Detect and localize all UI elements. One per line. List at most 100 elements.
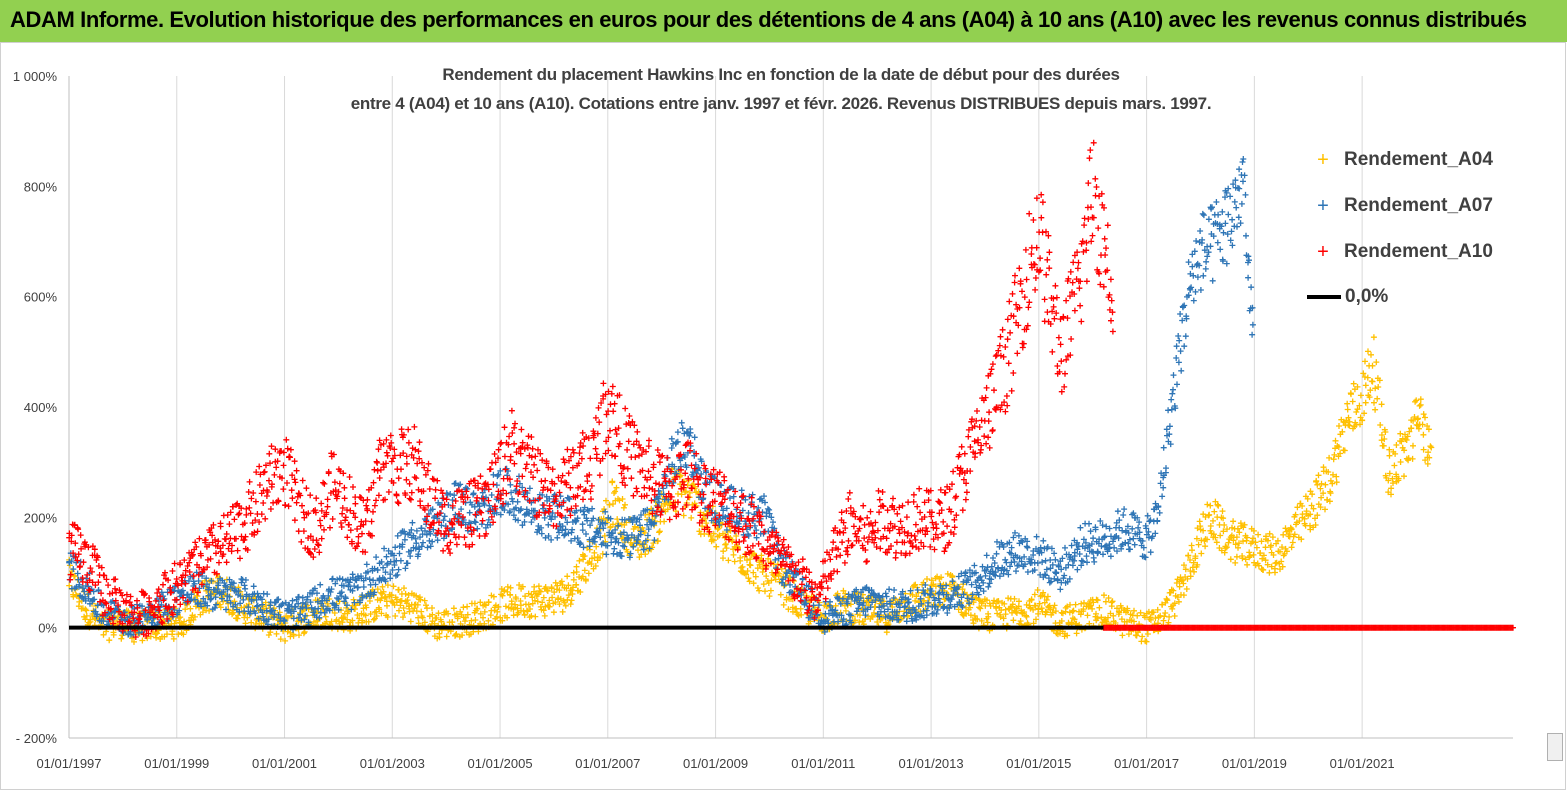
- data-point: [782, 581, 789, 588]
- data-point: [1197, 228, 1204, 234]
- data-point: [324, 496, 331, 503]
- data-point: [578, 455, 585, 462]
- data-point: [438, 618, 445, 625]
- data-point: [1249, 321, 1256, 328]
- data-point: [603, 497, 609, 504]
- data-point: [1121, 506, 1128, 513]
- data-point: [626, 413, 633, 419]
- data-point: [528, 591, 535, 598]
- data-point: [454, 615, 461, 622]
- data-point: [316, 549, 323, 556]
- data-point: [1175, 333, 1182, 339]
- data-point: [1043, 609, 1050, 616]
- x-tick-label: 01/01/2017: [1114, 756, 1179, 771]
- data-point: [1371, 399, 1377, 406]
- data-point: [1410, 442, 1416, 449]
- data-point: [1171, 613, 1178, 619]
- data-point: [238, 576, 245, 582]
- data-point: [404, 597, 411, 604]
- data-point: [1176, 337, 1183, 344]
- data-point: [1314, 481, 1321, 488]
- data-point: [490, 481, 497, 488]
- data-point: [756, 561, 763, 568]
- data-point: [622, 405, 629, 412]
- data-point: [105, 582, 112, 589]
- data-point: [114, 618, 120, 624]
- data-point: [488, 492, 495, 498]
- data-point: [1289, 539, 1296, 546]
- data-point: [371, 466, 378, 473]
- data-point: [1144, 512, 1151, 519]
- data-point: [295, 528, 302, 535]
- data-point: [478, 521, 485, 528]
- data-point: [568, 597, 575, 604]
- x-tick-label: 01/01/2009: [683, 756, 748, 771]
- data-point: [869, 614, 876, 620]
- data-point: [411, 423, 418, 430]
- data-point: [841, 595, 848, 601]
- x-tick-label: 01/01/1997: [36, 756, 101, 771]
- data-point: [738, 564, 745, 571]
- data-point: [516, 582, 523, 588]
- data-point: [1233, 204, 1240, 211]
- data-point: [565, 470, 572, 477]
- data-point: [1180, 592, 1187, 599]
- data-point: [180, 631, 187, 638]
- data-point: [657, 511, 664, 518]
- data-point: [798, 581, 805, 588]
- data-point: [370, 616, 377, 623]
- data-point: [175, 631, 182, 638]
- data-point: [970, 620, 977, 627]
- data-point: [1131, 618, 1137, 625]
- data-point: [1072, 601, 1079, 608]
- data-point: [196, 535, 203, 542]
- data-point: [495, 446, 502, 453]
- data-point: [235, 511, 242, 518]
- y-tick-label: 1 000%: [13, 69, 58, 84]
- data-point: [1070, 607, 1077, 614]
- data-point: [266, 450, 273, 457]
- data-point: [576, 557, 583, 564]
- data-point: [267, 506, 274, 512]
- data-point: [284, 614, 291, 621]
- data-point: [317, 517, 323, 524]
- data-point: [528, 469, 534, 476]
- data-point: [654, 447, 661, 453]
- data-point: [632, 454, 639, 461]
- banner-title: ADAM Informe. Evolution historique des p…: [10, 7, 1527, 32]
- data-point: [1212, 534, 1219, 541]
- data-point: [494, 608, 501, 615]
- data-point: [842, 590, 849, 597]
- data-point: [580, 544, 587, 551]
- data-point: [301, 628, 308, 635]
- data-point: [1329, 480, 1336, 487]
- data-point: [1224, 526, 1230, 533]
- data-point: [532, 613, 539, 620]
- data-point: [256, 482, 263, 488]
- data-point: [631, 523, 638, 530]
- data-point: [1039, 592, 1045, 599]
- data-point: [371, 502, 378, 509]
- data-point: [1170, 587, 1177, 594]
- data-point: [1166, 613, 1173, 620]
- data-point: [341, 484, 348, 491]
- data-point: [1187, 568, 1194, 574]
- data-point: [256, 463, 263, 470]
- y-tick-label: 600%: [24, 290, 58, 305]
- data-point: [355, 540, 362, 547]
- data-point: [573, 581, 580, 588]
- data-point: [1217, 246, 1224, 253]
- data-point: [569, 591, 576, 597]
- data-point: [1192, 288, 1199, 295]
- data-point: [1294, 504, 1301, 511]
- data-point: [329, 516, 336, 522]
- data-point: [1052, 556, 1059, 563]
- data-point: [731, 558, 738, 565]
- data-point: [366, 576, 373, 583]
- data-point: [462, 618, 468, 625]
- data-point: [242, 585, 249, 592]
- data-point: [611, 400, 618, 407]
- data-point: [1204, 253, 1211, 260]
- data-point: [1049, 609, 1056, 616]
- data-point: [610, 521, 616, 528]
